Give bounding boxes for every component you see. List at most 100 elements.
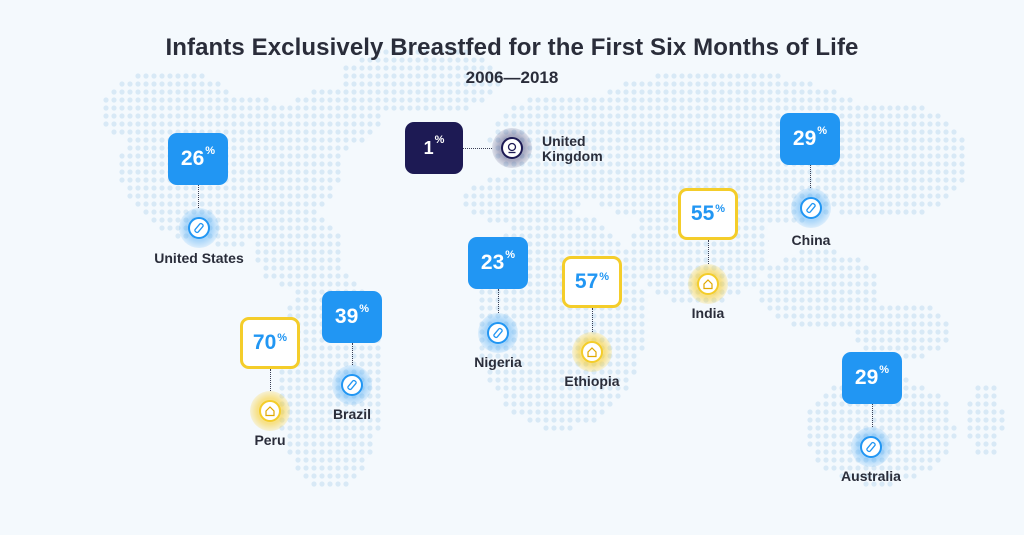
map-dot [159,177,165,183]
map-dot [327,241,333,247]
map-dot [431,105,437,111]
map-dot [567,97,573,103]
map-dot [383,105,389,111]
map-dot [655,209,661,215]
map-dot [759,129,765,135]
map-dot [231,193,237,199]
map-dot [551,401,557,407]
map-dot [671,169,677,175]
map-dot [583,233,589,239]
percent-sign: % [359,303,370,315]
map-dot [367,65,373,71]
map-dot [519,321,525,327]
house-icon [250,391,290,431]
value-box-ethiopia: 57% [562,256,622,308]
map-dot [623,297,629,303]
map-dot [279,217,285,223]
map-dot [911,449,917,455]
map-dot [615,97,621,103]
map-dot [631,233,637,239]
map-dot [943,417,949,423]
map-dot [975,385,981,391]
map-dot [807,305,813,311]
map-dot [631,177,637,183]
map-dot [943,401,949,407]
map-dot [335,265,341,271]
map-dot [551,313,557,319]
map-dot [751,169,757,175]
map-dot [559,169,565,175]
map-dot [583,241,589,247]
map-dot [935,401,941,407]
map-dot [279,137,285,143]
map-dot [575,393,581,399]
map-dot [663,81,669,87]
map-dot [911,193,917,199]
map-dot [191,81,197,87]
map-dot [583,169,589,175]
map-dot [239,225,245,231]
map-dot [559,129,565,135]
map-dot [751,89,757,95]
map-dot [647,225,653,231]
map-dot [311,337,317,343]
map-dot [703,97,709,103]
map-dot [743,201,749,207]
map-dot [303,193,309,199]
map-dot [623,129,629,135]
map-dot [847,193,853,199]
map-dot [807,313,813,319]
map-dot [423,81,429,87]
map-dot [679,129,685,135]
map-dot [383,89,389,95]
map-dot [287,305,293,311]
map-dot [783,89,789,95]
map-dot [919,441,925,447]
map-dot [983,449,989,455]
map-dot [599,193,605,199]
map-dot [575,409,581,415]
map-dot [231,241,237,247]
map-dot [447,65,453,71]
map-dot [223,89,229,95]
map-dot [903,185,909,191]
map-dot [519,393,525,399]
map-dot [807,321,813,327]
map-dot [311,449,317,455]
map-dot [607,105,613,111]
map-dot [415,73,421,79]
map-dot [567,169,573,175]
map-dot [167,201,173,207]
map-dot [391,65,397,71]
map-dot [271,121,277,127]
map-dot [887,337,893,343]
map-dot [343,465,349,471]
map-dot [271,209,277,215]
map-dot [495,217,501,223]
map-dot [575,233,581,239]
map-dot [295,129,301,135]
map-dot [535,329,541,335]
map-dot [751,113,757,119]
map-dot [591,97,597,103]
map-dot [799,193,805,199]
map-dot [887,409,893,415]
map-dot [287,105,293,111]
map-dot [823,425,829,431]
map-dot [847,305,853,311]
map-dot [287,209,293,215]
map-dot [607,153,613,159]
map-dot [895,337,901,343]
map-dot [311,129,317,135]
map-dot [183,185,189,191]
map-dot [503,201,509,207]
map-dot [567,385,573,391]
map-dot [159,185,165,191]
map-dot [863,145,869,151]
map-dot [767,161,773,167]
map-dot [647,257,653,263]
map-dot [263,121,269,127]
map-dot [919,433,925,439]
map-dot [663,73,669,79]
map-dot [583,417,589,423]
